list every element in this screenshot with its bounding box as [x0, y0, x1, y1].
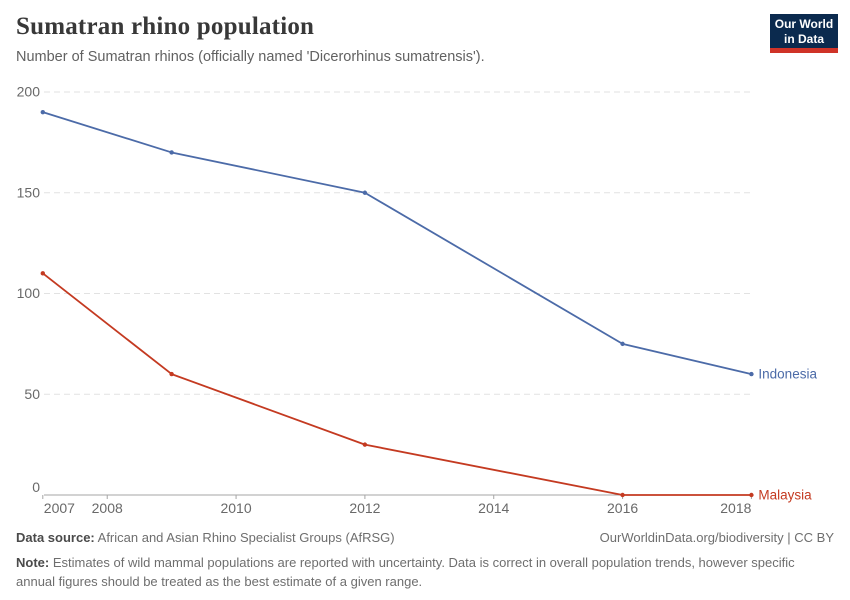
y-tick-label: 50 — [24, 386, 40, 402]
x-tick-label: 2010 — [220, 500, 251, 516]
chart-title: Sumatran rhino population — [16, 13, 315, 40]
data-point-indonesia[interactable] — [40, 109, 45, 115]
data-point-malaysia[interactable] — [169, 371, 174, 377]
data-point-indonesia[interactable] — [169, 150, 174, 155]
data-source-text: African and Asian Rhino Specialist Group… — [94, 530, 395, 545]
x-tick-label: 2008 — [92, 500, 123, 516]
note-text: Estimates of wild mammal populations are… — [16, 555, 795, 589]
y-tick-label: 0 — [32, 479, 40, 495]
x-tick-label: 2018 — [720, 500, 751, 516]
x-tick-label: 2014 — [478, 500, 509, 516]
data-point-indonesia[interactable] — [362, 190, 368, 195]
chart-note: Note: Estimates of wild mammal populatio… — [16, 554, 808, 591]
x-tick-label: 2012 — [349, 500, 380, 516]
data-point-indonesia[interactable] — [749, 371, 754, 377]
line-chart[interactable]: 0 50 100 150 200 2007 2008 2010 2012 2014 2016 2018… — [0, 80, 850, 528]
y-tick-label: 100 — [17, 285, 41, 301]
data-point-malaysia[interactable] — [40, 271, 45, 276]
series-line-indonesia[interactable] — [41, 111, 753, 376]
owid-license-link[interactable]: OurWorldinData.org/biodiversity | CC BY — [599, 530, 834, 545]
x-tick-label: 2007 — [44, 500, 75, 516]
series-label-malaysia[interactable]: Malaysia — [758, 488, 812, 503]
chart-subtitle: Number of Sumatran rhinos (officially na… — [16, 49, 485, 65]
data-point-malaysia[interactable] — [362, 442, 368, 447]
data-point-indonesia[interactable] — [620, 341, 625, 347]
note-label: Note: — [16, 555, 50, 570]
y-tick-label: 200 — [17, 84, 41, 100]
chart-footer: Data source: African and Asian Rhino Spe… — [16, 530, 834, 591]
series-line-malaysia[interactable] — [41, 272, 753, 496]
owid-logo-line2: in Data — [783, 31, 824, 46]
data-source-label: Data source: — [16, 530, 95, 545]
data-point-malaysia[interactable] — [620, 492, 625, 498]
data-point-malaysia[interactable] — [749, 492, 754, 498]
data-source: Data source: African and Asian Rhino Spe… — [16, 530, 395, 545]
owid-logo-line1: Our World — [774, 17, 834, 31]
series-label-indonesia[interactable]: Indonesia — [758, 367, 817, 382]
owid-logo[interactable]: Our World in Data — [770, 14, 838, 53]
y-tick-label: 150 — [17, 184, 41, 200]
x-tick-label: 2016 — [607, 500, 638, 516]
